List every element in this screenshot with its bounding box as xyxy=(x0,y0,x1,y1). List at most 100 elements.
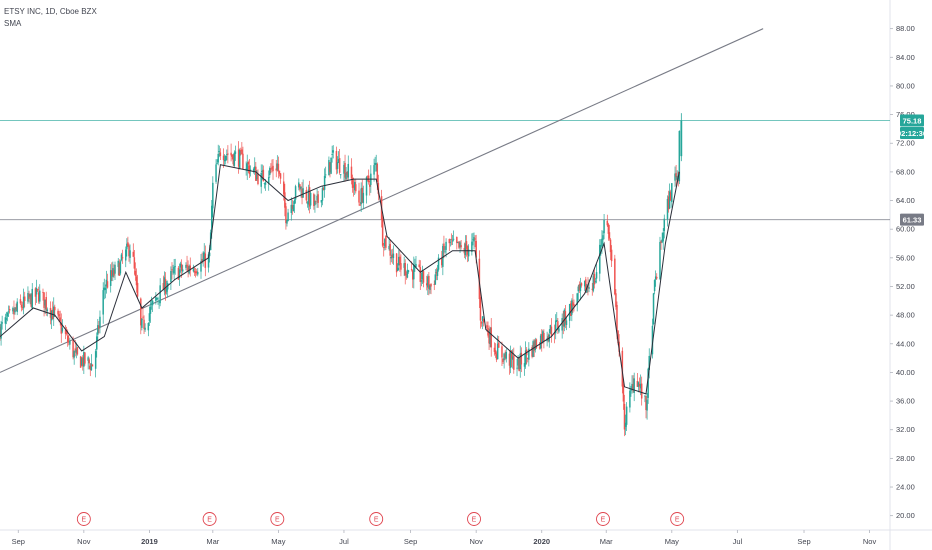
candle-body-374 xyxy=(562,319,564,326)
candle-body-36 xyxy=(52,306,55,318)
candle-body-383 xyxy=(576,293,578,305)
candle-body-48 xyxy=(72,339,74,358)
candle-body-333 xyxy=(501,346,503,358)
candle-body-6 xyxy=(7,311,10,313)
candle-body-160 xyxy=(240,150,242,152)
candle-body-96 xyxy=(143,319,145,329)
candle-body-47 xyxy=(69,340,71,345)
candle-body-304 xyxy=(457,241,459,243)
candle-body-424 xyxy=(637,382,640,387)
candle-body-147 xyxy=(219,152,222,157)
candle-body-284 xyxy=(427,276,429,288)
candle-body-22 xyxy=(31,288,33,309)
candle-body-389 xyxy=(585,279,587,293)
candle-body-280 xyxy=(420,280,423,282)
candle-body-151 xyxy=(226,154,228,156)
candle-body-72 xyxy=(106,281,109,288)
candle-body-425 xyxy=(638,383,641,387)
candle-body-422 xyxy=(633,378,635,393)
earnings-marker-4 xyxy=(467,512,481,526)
candle-body-366 xyxy=(549,325,552,334)
candle-body-354 xyxy=(532,341,534,358)
candle-body-325 xyxy=(488,332,490,344)
candle-body-17 xyxy=(23,296,26,301)
candle-body-398 xyxy=(599,244,601,274)
candle-body-407 xyxy=(610,249,613,262)
candle-body-161 xyxy=(241,149,243,155)
candle-body-116 xyxy=(173,266,175,274)
horizontal-lines[interactable] xyxy=(0,120,890,221)
candle-body-94 xyxy=(141,318,143,328)
candle-body-34 xyxy=(50,310,53,321)
candle-body-414 xyxy=(622,384,625,402)
candle-body-427 xyxy=(640,383,643,399)
candle-body-336 xyxy=(504,354,506,358)
candle-body-84 xyxy=(126,243,128,250)
candle-body-381 xyxy=(572,302,574,306)
candle-body-320 xyxy=(480,322,483,324)
candle-body-290 xyxy=(435,272,438,274)
y-tick-label-9: 56.00 xyxy=(896,253,915,262)
symbol-title[interactable]: ETSY INC, 1D, Cboe BZX xyxy=(4,7,97,16)
indicator-label[interactable]: SMA xyxy=(4,19,22,28)
candle-body-27 xyxy=(39,290,41,302)
candle-body-271 xyxy=(406,269,409,278)
candle-body-10 xyxy=(14,307,16,313)
candle-body-74 xyxy=(111,270,113,276)
candle-body-439 xyxy=(660,241,662,244)
candle-body-71 xyxy=(105,279,108,287)
candle-body-121 xyxy=(180,264,183,271)
candle-body-182 xyxy=(272,165,274,172)
candle-body-136 xyxy=(203,252,205,261)
candle-body-286 xyxy=(429,285,431,290)
candle-body-399 xyxy=(600,245,602,247)
candle-body-199 xyxy=(299,184,301,190)
candle-body-376 xyxy=(564,311,567,324)
candle-body-421 xyxy=(632,384,634,391)
candle-body-426 xyxy=(639,383,642,389)
candle-body-170 xyxy=(255,166,257,181)
chart-legend: ETSY INC, 1D, Cboe BZX SMA xyxy=(4,6,97,30)
y-tick-label-17: 88.00 xyxy=(896,24,915,33)
candle-body-209 xyxy=(314,200,316,206)
candle-body-183 xyxy=(275,168,277,171)
candle-body-373 xyxy=(561,317,563,331)
candle-body-13 xyxy=(19,299,22,304)
y-tick-label-8: 52.00 xyxy=(896,282,915,291)
candle-body-50 xyxy=(74,348,76,350)
candle-body-270 xyxy=(405,274,408,276)
candle-body-448 xyxy=(674,173,676,181)
candle-body-31 xyxy=(45,297,47,310)
candle-body-299 xyxy=(449,241,452,243)
time-axis[interactable]: Sep Nov 2019 Mar May Jul Sep Nov 2020 Mar May Jul Se… xyxy=(12,530,877,546)
candle-body-185 xyxy=(277,163,280,172)
candle-body-335 xyxy=(503,353,505,361)
x-tick-label-5: Jul xyxy=(339,537,349,546)
candle-body-58 xyxy=(87,357,89,361)
y-tick-label-16: 84.00 xyxy=(896,53,915,62)
candle-body-331 xyxy=(496,343,499,360)
candle-body-89 xyxy=(133,257,136,269)
candle-body-25 xyxy=(36,289,39,291)
candle-body-313 xyxy=(471,241,473,252)
candle-body-46 xyxy=(68,341,70,343)
candle-body-377 xyxy=(565,320,568,325)
candle-body-287 xyxy=(430,283,432,287)
candle-body-11 xyxy=(15,307,17,310)
candle-body-70 xyxy=(104,287,107,291)
candle-body-20 xyxy=(29,294,31,297)
candle-body-225 xyxy=(337,159,340,163)
x-tick-label-7: Nov xyxy=(469,537,483,546)
candle-body-205 xyxy=(307,189,310,205)
x-tick-label-10: May xyxy=(665,537,679,546)
candle-body-285 xyxy=(428,275,430,289)
candle-body-134 xyxy=(201,258,203,263)
candle-body-195 xyxy=(292,204,295,212)
candle-body-33 xyxy=(49,307,52,318)
candle-body-180 xyxy=(270,168,272,170)
candle-body-341 xyxy=(511,356,514,360)
candle-body-219 xyxy=(329,162,331,173)
candle-body-181 xyxy=(271,167,273,169)
